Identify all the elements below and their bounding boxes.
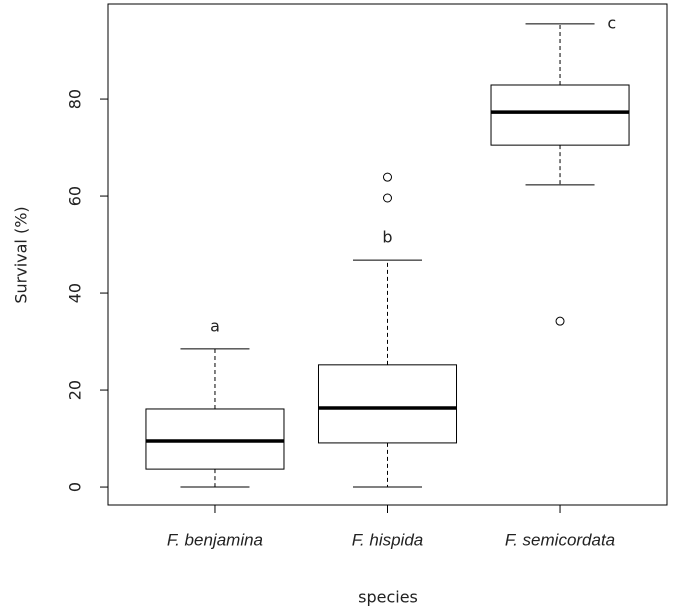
significance-letter: c: [607, 13, 616, 32]
y-tick-label: 80: [66, 89, 85, 109]
box: [318, 365, 456, 443]
outlier: [384, 194, 392, 202]
outlier: [384, 173, 392, 181]
x-tick-label: F. semicordata: [505, 530, 615, 549]
x-tick-label: F. hispida: [352, 530, 424, 549]
significance-letter: a: [210, 316, 220, 335]
box: [491, 85, 629, 145]
y-tick-label: 40: [66, 283, 85, 303]
chart: Survival (%) species 0 20 40 60 80 F. benjami…: [0, 0, 676, 610]
page: {"chart_data": {"type": "box", "x_label"…: [0, 0, 676, 610]
x-axis-label: species: [358, 588, 418, 607]
y-tick-label: 20: [66, 380, 85, 400]
y-axis-label: Survival (%): [12, 206, 31, 303]
outlier: [556, 317, 564, 325]
y-tick-label: 0: [66, 482, 85, 492]
y-tick-label: 60: [66, 186, 85, 206]
x-tick-label: F. benjamina: [167, 530, 263, 549]
box: [146, 409, 284, 469]
significance-letter: b: [382, 228, 392, 247]
